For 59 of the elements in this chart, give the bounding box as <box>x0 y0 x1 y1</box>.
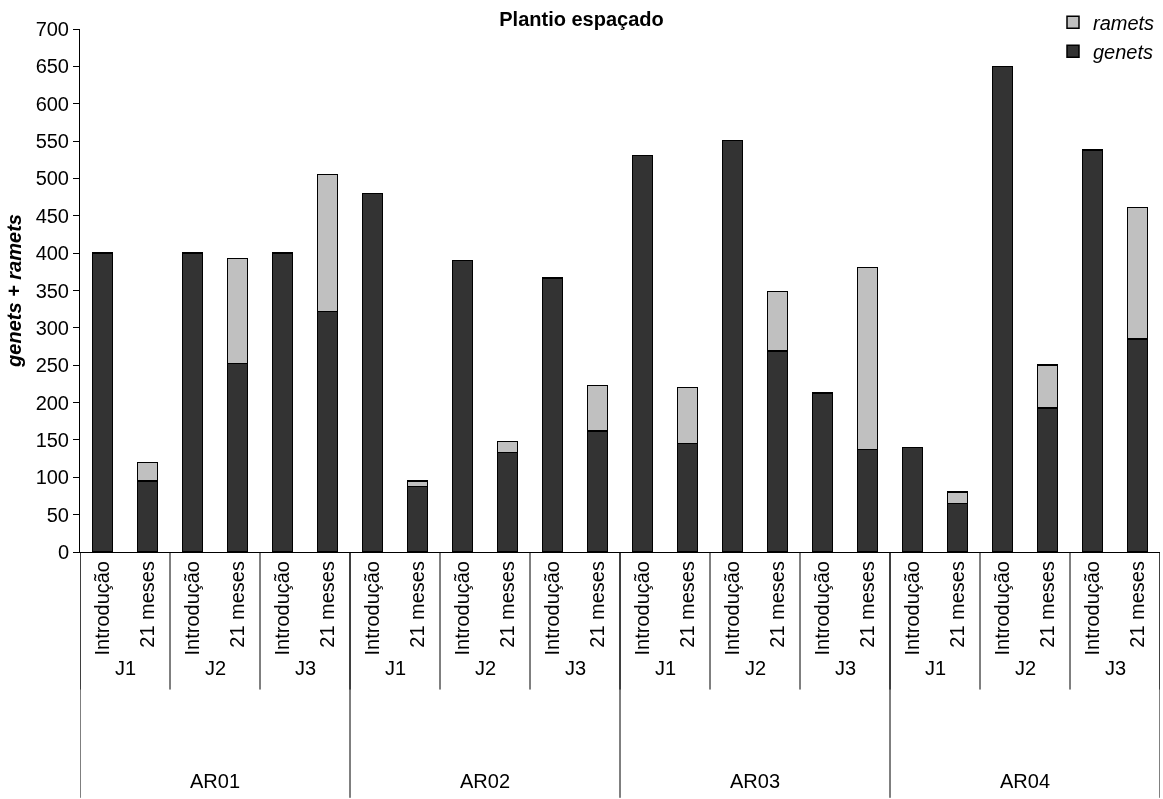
y-tick-label: 450 <box>35 204 69 227</box>
y-tick-label: 0 <box>57 541 69 563</box>
y-tick-label: 400 <box>35 242 69 265</box>
text: J1 <box>925 657 947 679</box>
x-tick-label: 21 meses <box>496 561 518 648</box>
x-tick-label: Introdução <box>451 561 473 656</box>
y-tick-label: 550 <box>35 130 69 153</box>
x-tick-label: Introdução <box>811 561 833 656</box>
text: J3 <box>295 657 317 679</box>
text: J2 <box>475 657 497 679</box>
y-tick-label: 100 <box>35 466 69 489</box>
x-tick-label: Introdução <box>721 561 743 656</box>
x-tick-label: 21 meses <box>676 561 698 648</box>
y-tick-label: 350 <box>35 279 69 302</box>
x-tick-label: 21 meses <box>226 561 248 648</box>
x-tick-label: Introdução <box>361 561 383 656</box>
text: J1 <box>115 657 137 679</box>
text: J3 <box>835 657 857 679</box>
x-tick-label: 21 meses <box>586 561 608 648</box>
text: J2 <box>745 657 767 679</box>
y-tick-label: 500 <box>35 167 69 190</box>
y-tick-label: 250 <box>35 354 69 377</box>
x-tick-label: 21 meses <box>946 561 968 648</box>
text: J1 <box>385 657 407 679</box>
x-tick-label: 21 meses <box>1036 561 1058 648</box>
x-tick-label: Introdução <box>631 561 653 656</box>
text: AR04 <box>1000 770 1051 792</box>
x-tick-label: 21 meses <box>136 561 158 648</box>
text: AR01 <box>190 770 241 792</box>
x-tick-label: Introdução <box>271 561 293 656</box>
x-tick-label: Introdução <box>181 561 203 656</box>
legend-label: genets <box>1093 41 1154 64</box>
x-tick-label: 21 meses <box>1126 561 1148 648</box>
legend-label: ramets <box>1093 12 1155 35</box>
x-tick-label: Introdução <box>1081 561 1103 656</box>
x-tick-label: 21 meses <box>856 561 878 648</box>
text: AR03 <box>730 770 781 792</box>
y-tick-label: 650 <box>35 55 69 78</box>
text: J1 <box>655 657 677 679</box>
x-tick-label: 21 meses <box>766 561 788 648</box>
y-tick-label: 150 <box>35 428 69 451</box>
x-tick-label: 21 meses <box>316 561 338 648</box>
x-tick-label: Introdução <box>901 561 923 656</box>
y-axis-title: genets + ramets <box>3 214 26 368</box>
text: J2 <box>205 657 227 679</box>
y-tick-label: 300 <box>35 316 69 339</box>
x-tick-label: 21 meses <box>406 561 428 648</box>
chart-title: Plantio espaçado <box>499 7 664 30</box>
y-tick-label: 200 <box>35 391 69 414</box>
text: AR02 <box>460 770 511 792</box>
text: J3 <box>565 657 587 679</box>
y-tick-label: 600 <box>35 92 69 115</box>
y-tick-label: 700 <box>35 18 69 40</box>
x-tick-label: Introdução <box>91 561 113 656</box>
y-tick-label: 50 <box>46 503 69 526</box>
text: J3 <box>1105 657 1127 679</box>
x-tick-label: Introdução <box>991 561 1013 656</box>
x-tick-label: Introdução <box>541 561 563 656</box>
text: J2 <box>1015 657 1037 679</box>
